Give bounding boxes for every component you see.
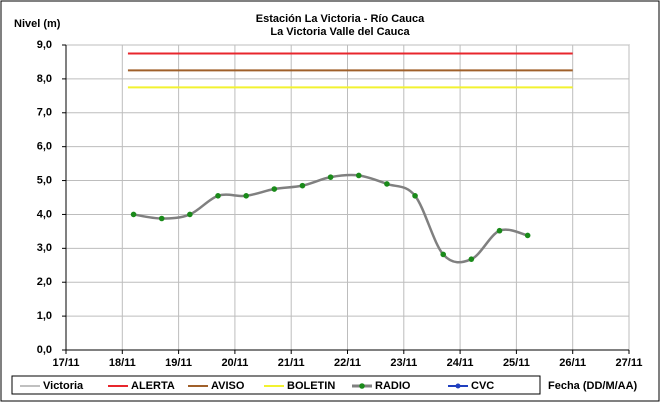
x-tick-label: 17/11 bbox=[53, 357, 80, 369]
legend-label: ALERTA bbox=[131, 380, 175, 392]
data-point bbox=[187, 211, 193, 218]
x-tick-label: 20/11 bbox=[221, 357, 248, 369]
x-tick-label: 24/11 bbox=[447, 357, 474, 369]
y-axis-label: Nivel (m) bbox=[14, 18, 61, 30]
data-point bbox=[440, 251, 447, 258]
data-point bbox=[158, 215, 165, 222]
y-tick-label: 1,0 bbox=[37, 310, 52, 322]
y-tick-label: 2,0 bbox=[37, 276, 52, 288]
y-tick-label: 3,0 bbox=[37, 242, 52, 254]
data-point bbox=[215, 193, 221, 199]
legend-label: RADIO bbox=[375, 380, 411, 392]
x-tick-label: 27/11 bbox=[616, 357, 643, 369]
data-point bbox=[468, 256, 475, 262]
x-tick-label: 26/11 bbox=[559, 357, 586, 369]
data-point bbox=[299, 182, 306, 189]
y-tick-label: 0,0 bbox=[37, 344, 52, 356]
legend-label: Victoria bbox=[43, 380, 84, 392]
data-point bbox=[412, 193, 418, 199]
x-tick-label: 19/11 bbox=[165, 357, 192, 369]
y-tick-label: 9,0 bbox=[37, 39, 52, 51]
data-point bbox=[243, 193, 249, 199]
data-point bbox=[271, 186, 278, 192]
x-tick-label: 21/11 bbox=[278, 357, 305, 369]
legend-marker bbox=[359, 383, 365, 389]
y-tick-label: 4,0 bbox=[37, 208, 52, 220]
y-tick-label: 6,0 bbox=[37, 141, 52, 153]
y-tick-label: 8,0 bbox=[37, 73, 52, 85]
data-point bbox=[496, 227, 503, 234]
x-tick-label: 23/11 bbox=[390, 357, 417, 369]
x-tick-label: 18/11 bbox=[109, 357, 136, 369]
x-axis-label: Fecha (DD/M/AA) bbox=[548, 380, 638, 392]
y-tick-label: 5,0 bbox=[37, 174, 52, 186]
legend-marker bbox=[455, 383, 461, 389]
y-tick-label: 7,0 bbox=[37, 107, 52, 119]
legend-label: CVC bbox=[471, 380, 494, 392]
x-tick-label: 22/11 bbox=[334, 357, 361, 369]
x-tick-label: 25/11 bbox=[503, 357, 530, 369]
legend-label: BOLETIN bbox=[287, 380, 335, 392]
legend-label: AVISO bbox=[211, 380, 245, 392]
data-point bbox=[524, 232, 531, 239]
chart-title: Estación La Victoria - Río Cauca bbox=[256, 13, 425, 25]
data-point bbox=[327, 174, 334, 180]
data-point bbox=[384, 181, 390, 187]
chart-subtitle: La Victoria Valle del Cauca bbox=[270, 26, 410, 38]
data-point bbox=[130, 211, 137, 218]
data-point bbox=[355, 172, 362, 179]
